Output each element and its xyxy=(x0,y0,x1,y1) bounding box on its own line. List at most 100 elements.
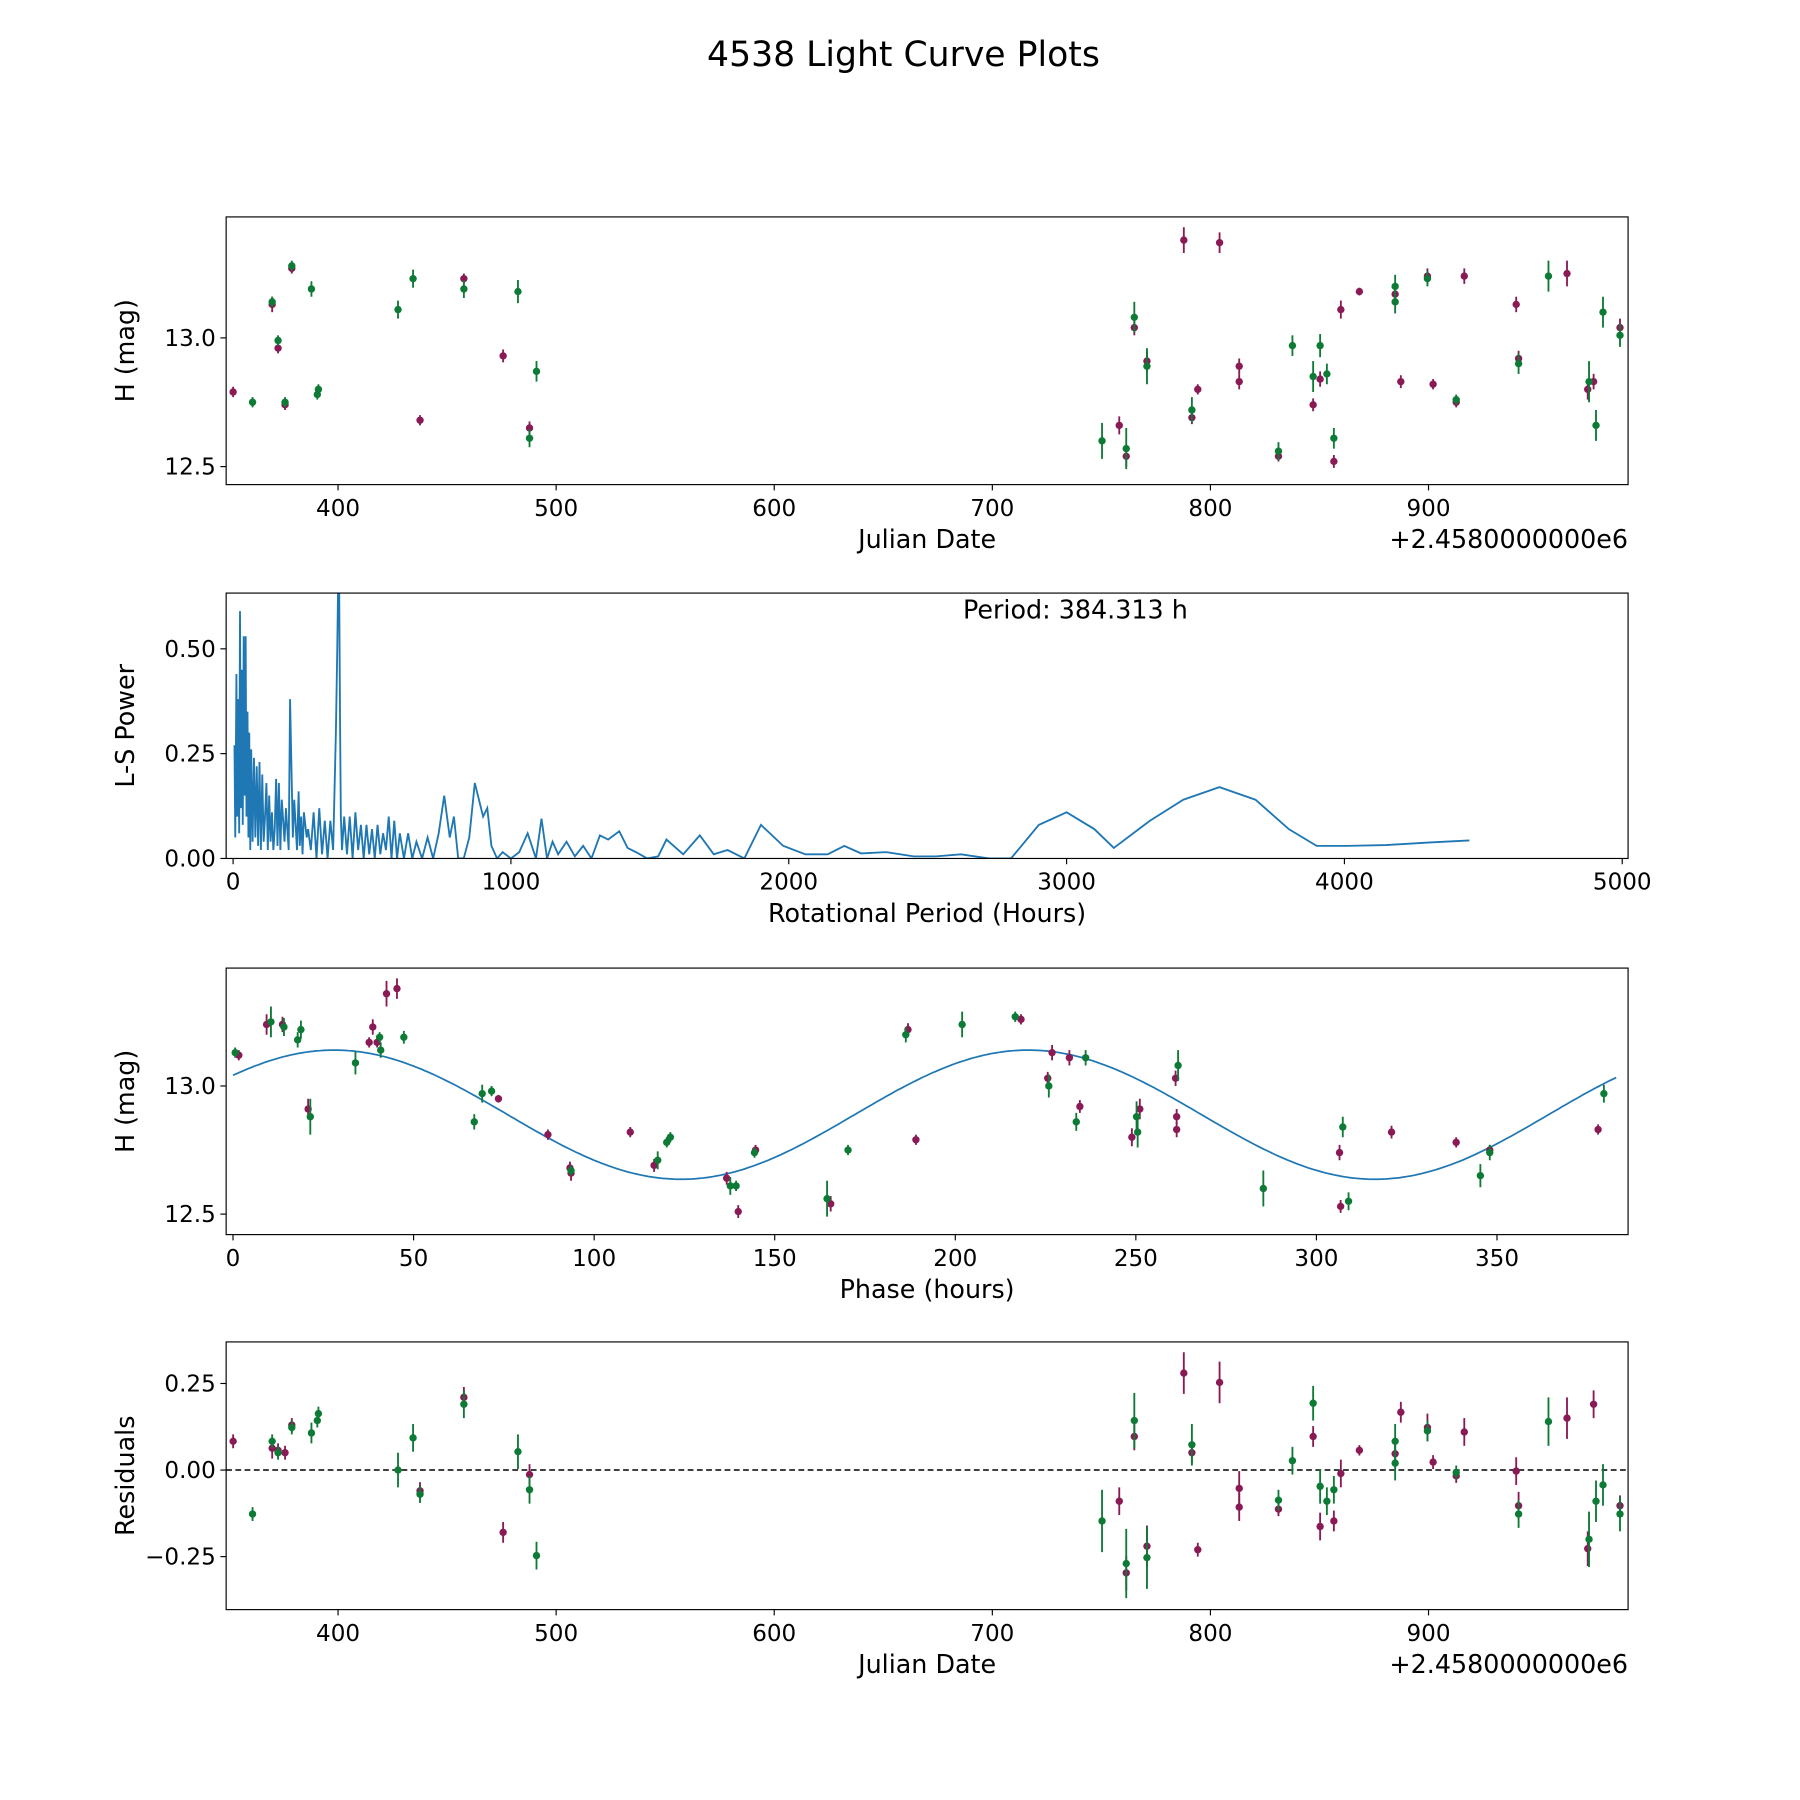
data-point xyxy=(487,1087,496,1095)
data-point xyxy=(1397,377,1405,386)
data-point xyxy=(532,367,541,376)
data-point xyxy=(1616,331,1624,340)
data-point xyxy=(499,1528,507,1537)
x-axis-label: Phase (hours) xyxy=(840,1274,1015,1304)
data-point xyxy=(1017,1015,1025,1024)
data-point xyxy=(1397,1408,1405,1416)
data-point xyxy=(1589,1400,1598,1408)
x-tick-label: 0 xyxy=(226,870,241,896)
data-point xyxy=(409,1434,417,1442)
data-point xyxy=(1133,1128,1142,1136)
data-point xyxy=(532,1551,541,1560)
data-point xyxy=(1098,1517,1106,1525)
data-point xyxy=(958,1020,966,1029)
data-point xyxy=(1194,1546,1202,1554)
data-point xyxy=(1330,434,1338,442)
data-point xyxy=(281,1449,289,1457)
data-point xyxy=(377,1046,385,1054)
y-tick-label: 0.50 xyxy=(164,637,215,663)
data-point xyxy=(1274,447,1283,455)
x-tick-label: 1000 xyxy=(482,870,541,896)
data-point xyxy=(229,388,237,396)
data-point xyxy=(823,1195,831,1203)
y-tick-label: 12.5 xyxy=(164,1202,215,1228)
data-point xyxy=(229,1437,237,1446)
x-tick-label: 900 xyxy=(1407,1621,1451,1647)
data-point xyxy=(1180,236,1188,244)
data-point xyxy=(1143,1553,1151,1562)
data-point xyxy=(416,416,424,424)
y-tick-label: 13.0 xyxy=(164,1074,215,1100)
data-point xyxy=(1460,272,1468,280)
y-axis-label: H (mag) xyxy=(110,299,140,402)
data-point xyxy=(1215,1378,1224,1387)
data-point xyxy=(248,1510,257,1518)
data-point xyxy=(409,275,417,283)
y-axis-label: L-S Power xyxy=(110,663,140,787)
data-point xyxy=(525,1486,534,1494)
data-point xyxy=(544,1130,552,1139)
data-point xyxy=(1215,238,1224,247)
data-point xyxy=(1355,1446,1364,1455)
data-point xyxy=(1122,1559,1130,1568)
plot-area xyxy=(233,593,1470,859)
y-tick-label: 0.00 xyxy=(164,847,215,873)
data-point xyxy=(1339,1123,1347,1131)
filter-b-series xyxy=(248,260,1624,470)
x-tick-label: 600 xyxy=(752,1621,796,1647)
data-point xyxy=(268,1444,276,1452)
data-point xyxy=(1194,385,1202,394)
data-point xyxy=(1316,341,1324,350)
data-point xyxy=(1172,1125,1181,1134)
data-point xyxy=(248,398,257,406)
figure-title: 4538 Light Curve Plots xyxy=(707,35,1100,75)
data-point xyxy=(1337,305,1345,314)
data-point xyxy=(1330,1517,1338,1525)
data-point xyxy=(567,1166,575,1175)
data-point xyxy=(1330,1486,1338,1494)
data-point xyxy=(1616,1510,1624,1518)
plot-area xyxy=(231,978,1617,1218)
data-point xyxy=(1423,275,1432,283)
x-tick-label: 500 xyxy=(534,496,578,522)
data-point xyxy=(499,352,507,360)
data-point xyxy=(1128,1133,1136,1141)
period-annotation: Period: 384.313 h xyxy=(963,594,1188,624)
x-tick-label: 300 xyxy=(1294,1246,1338,1272)
data-point xyxy=(351,1059,360,1067)
data-point xyxy=(314,385,323,394)
data-point xyxy=(1081,1054,1090,1062)
data-point xyxy=(1288,1457,1297,1465)
data-point xyxy=(1065,1054,1074,1062)
data-point xyxy=(1288,341,1297,350)
data-point xyxy=(1330,457,1338,466)
data-point xyxy=(1274,1496,1283,1504)
y-tick-label: −0.25 xyxy=(145,1545,216,1571)
x-tick-label: 3000 xyxy=(1037,870,1096,896)
data-point xyxy=(525,424,534,432)
data-point xyxy=(1423,1427,1432,1435)
y-axis-label: Residuals xyxy=(110,1416,140,1536)
data-point xyxy=(734,1207,742,1216)
data-point xyxy=(1355,287,1364,296)
x-tick-label: 0 xyxy=(226,1246,241,1272)
data-point xyxy=(394,1466,402,1474)
data-point xyxy=(1452,1468,1460,1477)
data-point xyxy=(1136,1105,1144,1113)
data-point xyxy=(732,1182,740,1190)
x-tick-label: 900 xyxy=(1407,496,1451,522)
data-point xyxy=(1512,1467,1520,1475)
data-point xyxy=(369,1023,377,1031)
data-point xyxy=(1599,1481,1607,1489)
data-point xyxy=(1235,1484,1243,1493)
data-point xyxy=(1592,421,1600,430)
data-point xyxy=(1544,272,1553,280)
data-point xyxy=(1452,395,1460,404)
filter-a-series xyxy=(229,1352,1624,1591)
data-point xyxy=(1115,421,1123,430)
data-point xyxy=(1048,1048,1056,1057)
data-point xyxy=(912,1136,920,1144)
data-point xyxy=(280,1023,288,1031)
data-point xyxy=(478,1089,486,1098)
